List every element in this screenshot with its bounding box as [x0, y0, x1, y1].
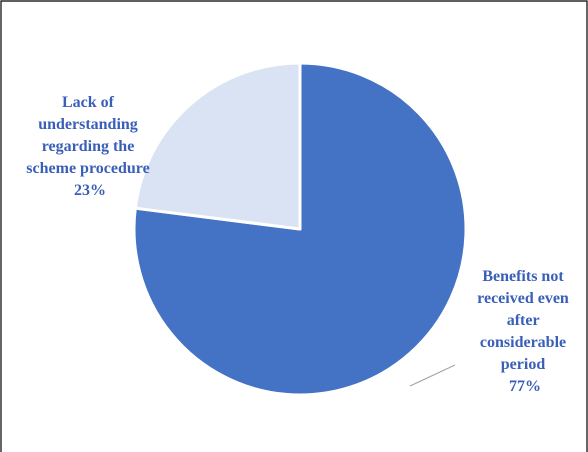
- pie-slices: [132, 61, 468, 397]
- slice-label-benefits-line-3: after: [507, 312, 540, 329]
- pie-slice-1: [133, 61, 302, 231]
- slice-label-benefits-percent: 77%: [509, 378, 541, 395]
- slice-label-benefits-line-5: period: [501, 356, 546, 373]
- slice-label-benefits: Benefits not received even after conside…: [477, 268, 573, 395]
- slice-label-benefits-line-1: Benefits not: [482, 268, 564, 285]
- slice-label-lack-of-understanding: Lack of understanding regarding the sche…: [26, 94, 153, 199]
- slice-label-lack-percent: 23%: [74, 182, 106, 199]
- slice-label-benefits-line-4: considerable: [480, 334, 566, 351]
- slice-label-lack-line-3: regarding the: [42, 138, 135, 155]
- slice-label-lack-line-2: understanding: [38, 116, 138, 133]
- slice-label-lack-line-1: Lack of: [62, 94, 115, 111]
- slice-label-lack-line-4: scheme procedure: [26, 160, 149, 177]
- leader-line: [409, 364, 456, 387]
- pie-slice-0: [132, 61, 468, 397]
- slice-label-benefits-line-2: received even: [477, 290, 569, 307]
